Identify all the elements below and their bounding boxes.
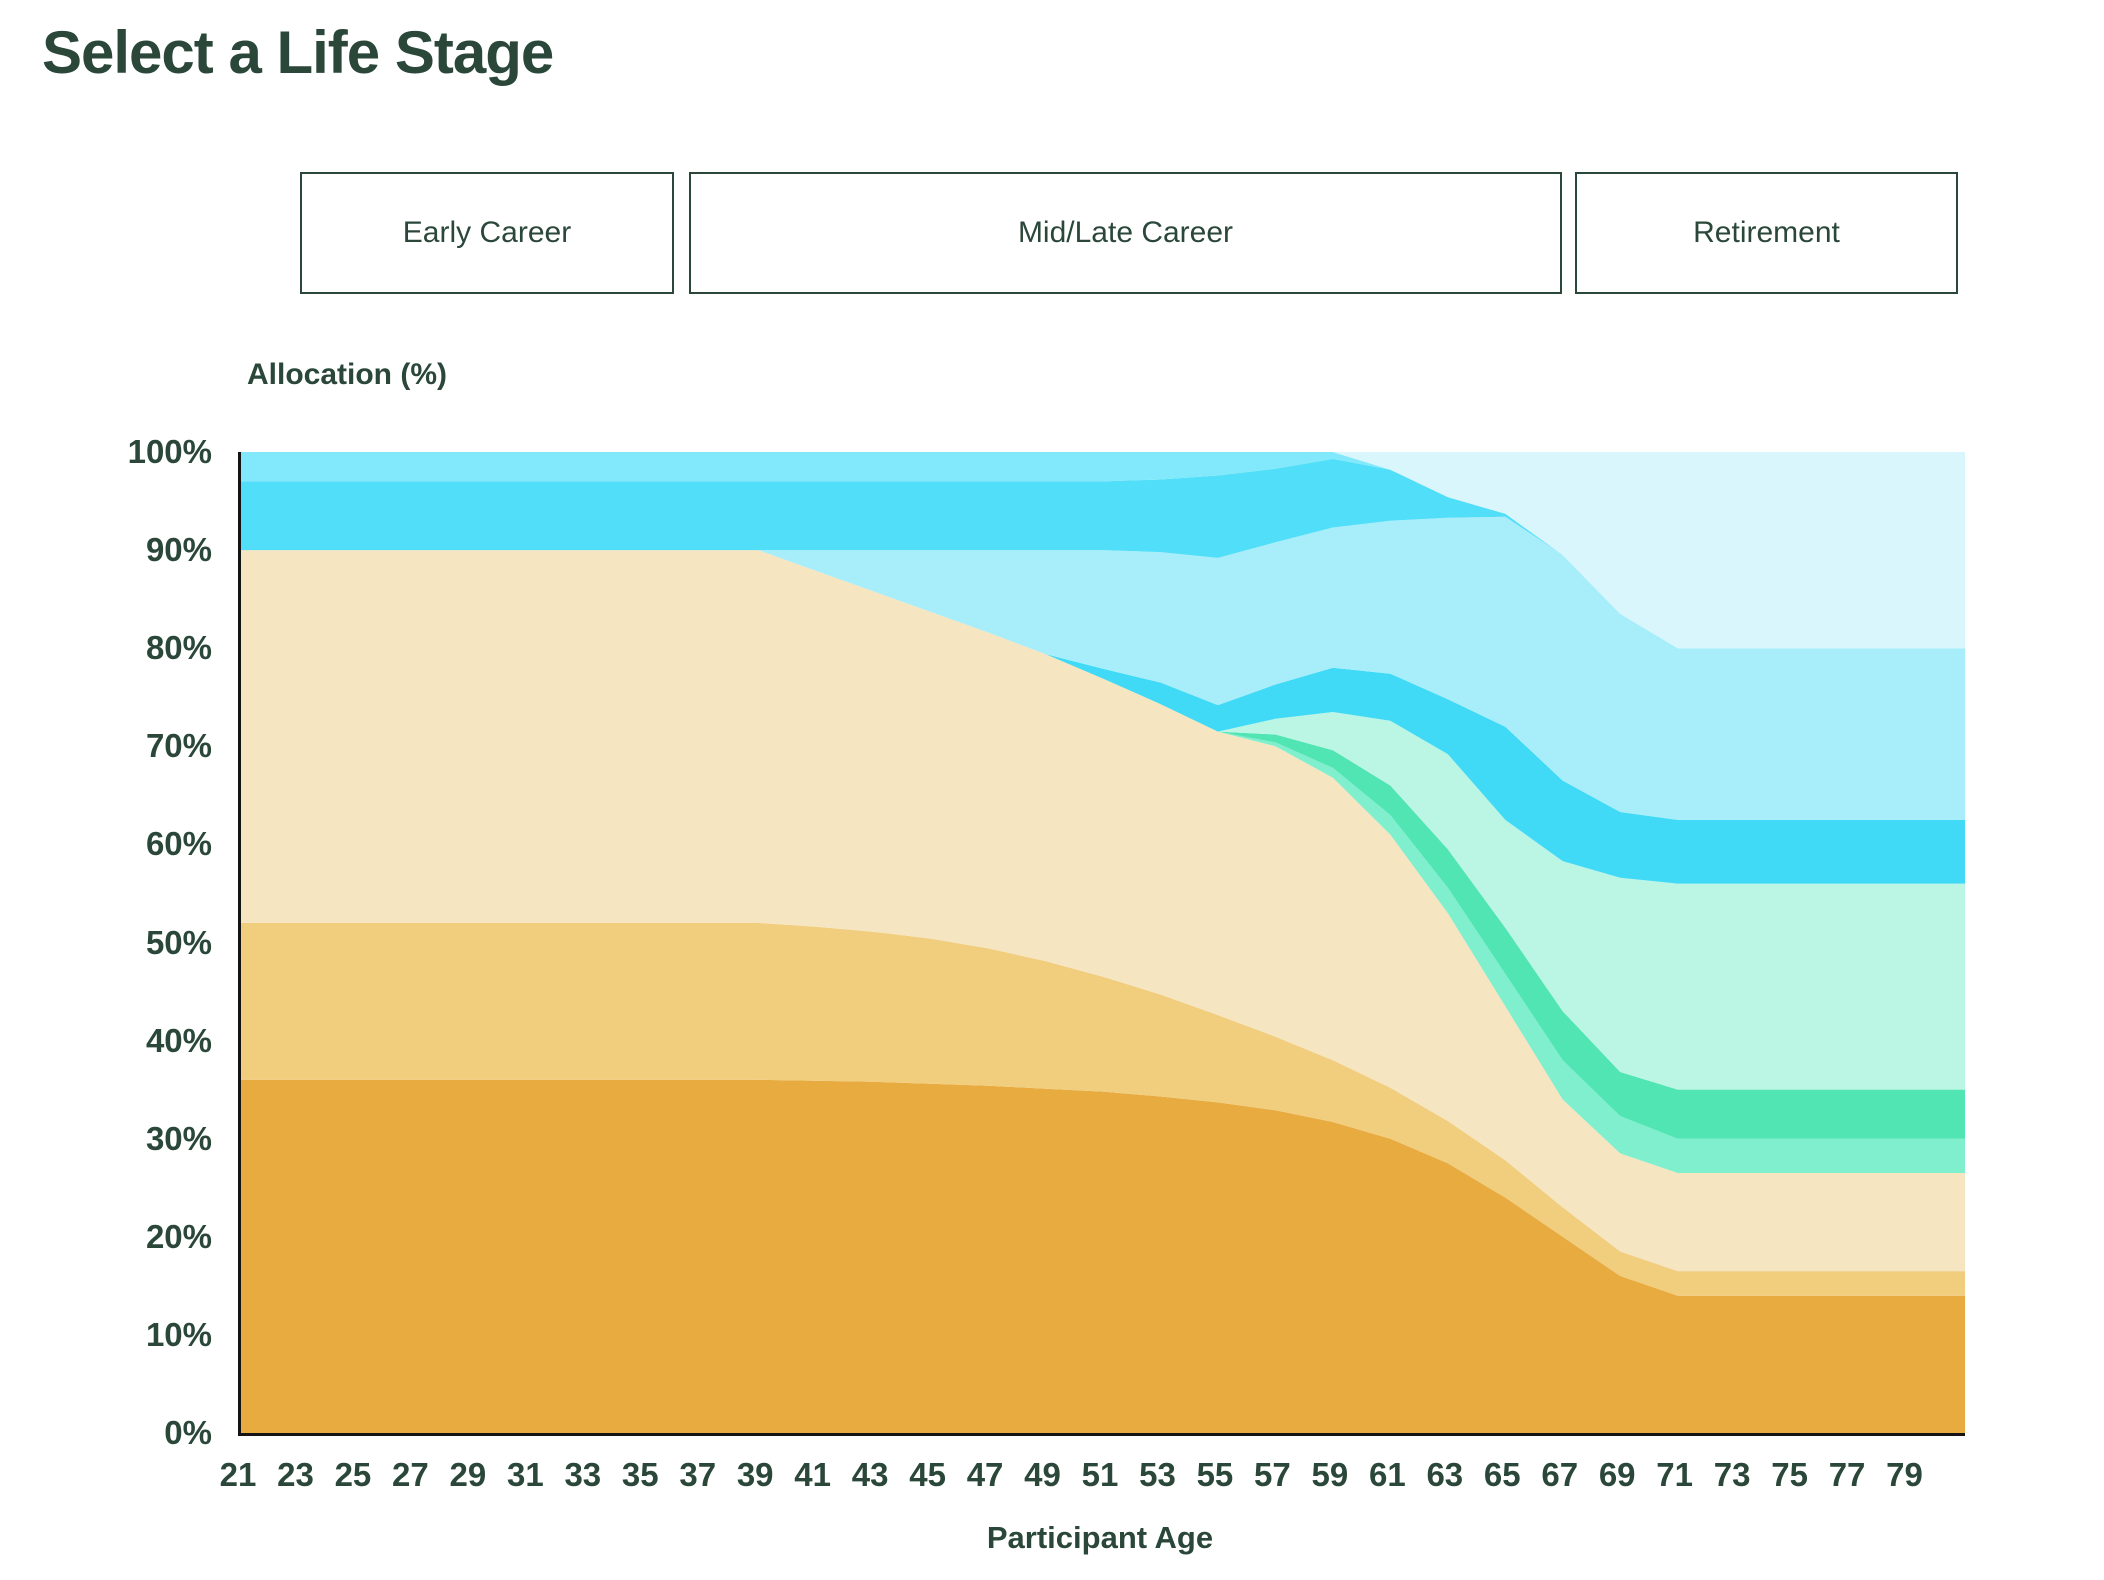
x-tick-label: 57 xyxy=(1254,1456,1291,1493)
y-tick-label: 20% xyxy=(145,1217,212,1255)
x-tick-label: 65 xyxy=(1483,1456,1521,1493)
x-tick-label: 77 xyxy=(1828,1456,1866,1493)
x-tick-label: 63 xyxy=(1426,1456,1464,1493)
x-tick-label: 61 xyxy=(1368,1456,1406,1493)
x-tick-label: 29 xyxy=(449,1456,487,1493)
y-tick-label: 90% xyxy=(145,531,212,569)
early-career-button[interactable]: Early Career xyxy=(300,172,674,294)
y-tick-label: 10% xyxy=(145,1315,212,1353)
mid-late-career-button[interactable]: Mid/Late Career xyxy=(689,172,1562,294)
x-tick-label: 21 xyxy=(219,1456,257,1493)
x-tick-label: 23 xyxy=(277,1456,314,1493)
x-tick-label: 43 xyxy=(851,1456,889,1493)
x-tick-label: 53 xyxy=(1139,1456,1176,1493)
x-tick-label: 49 xyxy=(1024,1456,1061,1493)
glide-path-svg xyxy=(241,452,1965,1433)
life-stage-button-row: Early Career Mid/Late Career Retirement xyxy=(0,172,2104,294)
area-gold xyxy=(241,922,1965,1296)
x-tick-label: 37 xyxy=(679,1456,717,1493)
x-tick-label: 73 xyxy=(1713,1456,1751,1493)
y-tick-label: 0% xyxy=(164,1414,212,1451)
glide-path-chart xyxy=(238,452,1965,1436)
retirement-button[interactable]: Retirement xyxy=(1575,172,1958,294)
area-seafoam-light xyxy=(241,550,1965,1173)
x-tick-label: 31 xyxy=(506,1456,544,1493)
x-tick-label: 41 xyxy=(794,1456,832,1493)
area-cyan-deep-upper xyxy=(241,458,1965,649)
y-axis-title: Allocation (%) xyxy=(247,358,447,391)
x-tick-label: 33 xyxy=(564,1456,602,1493)
x-axis-title: Participant Age xyxy=(986,1520,1214,1555)
x-tick-label: 55 xyxy=(1196,1456,1234,1493)
x-tick-label: 45 xyxy=(909,1456,946,1493)
x-tick-label: 25 xyxy=(334,1456,372,1493)
y-tick-label: 80% xyxy=(145,629,212,667)
area-cyan-deep-lower xyxy=(241,550,1965,884)
page-title: Select a Life Stage xyxy=(42,19,554,86)
area-sky xyxy=(241,452,1965,649)
x-tick-label: 75 xyxy=(1771,1456,1808,1493)
area-ice xyxy=(241,452,1965,649)
x-tick-label: 59 xyxy=(1311,1456,1349,1493)
x-tick-label: 71 xyxy=(1656,1456,1694,1493)
x-tick-label: 79 xyxy=(1886,1456,1923,1493)
x-tick-label: 69 xyxy=(1598,1456,1636,1493)
x-tick-label: 47 xyxy=(966,1456,1004,1493)
y-tick-label: 40% xyxy=(145,1021,212,1059)
x-tick-label: 51 xyxy=(1081,1456,1119,1493)
area-mint xyxy=(241,550,1965,1090)
area-sky-light xyxy=(241,516,1965,820)
area-amber xyxy=(241,1079,1965,1433)
x-tick-label: 35 xyxy=(621,1456,659,1493)
y-tick-label: 100% xyxy=(127,433,212,470)
area-cream xyxy=(241,550,1965,1272)
x-tick-label: 67 xyxy=(1541,1456,1579,1493)
y-tick-label: 60% xyxy=(145,825,212,863)
y-tick-label: 70% xyxy=(145,727,212,765)
y-tick-label: 50% xyxy=(145,923,212,961)
x-tick-label: 39 xyxy=(736,1456,774,1493)
x-tick-label: 27 xyxy=(392,1456,429,1493)
area-seafoam xyxy=(241,550,1965,1139)
y-tick-label: 30% xyxy=(145,1119,212,1157)
